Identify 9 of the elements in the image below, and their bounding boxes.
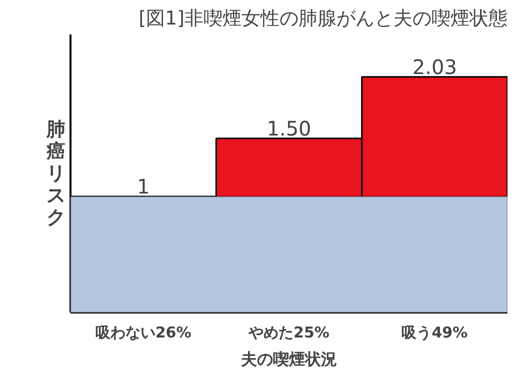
data-label: 2.03 (412, 54, 457, 79)
data-label: 1 (136, 174, 150, 198)
chart-title: [図1]非喫煙女性の肺腺がんと夫の喫煙状態 (138, 8, 508, 30)
x-tick-label: 吸わない26% (95, 324, 192, 342)
x-axis-title: 夫の喫煙状況 (240, 350, 337, 368)
y-axis-title: 肺癌リスク (46, 118, 66, 228)
x-tick-label: やめた25% (248, 324, 330, 342)
data-label: 1.50 (266, 116, 312, 140)
x-tick-label: 吸う49% (402, 324, 468, 342)
